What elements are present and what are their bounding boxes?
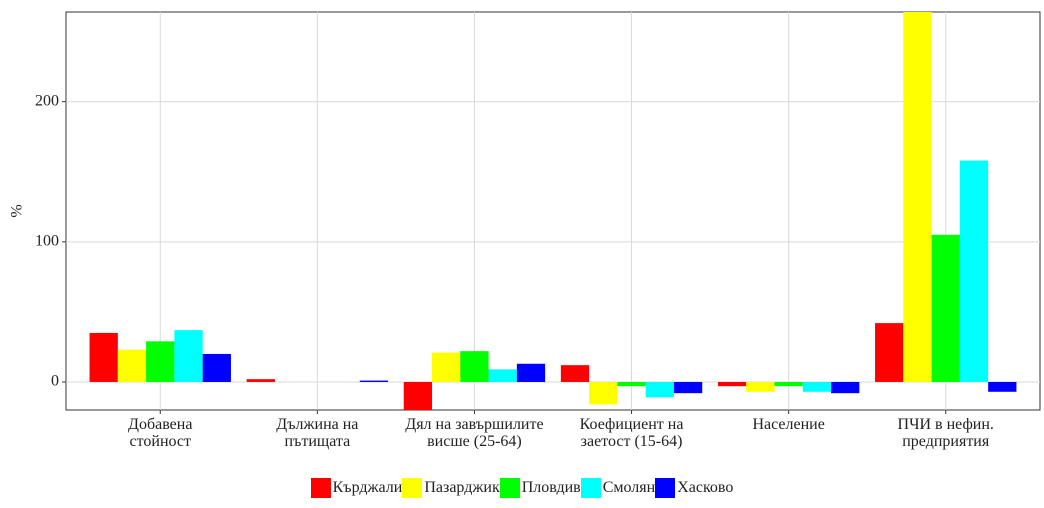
bar xyxy=(831,381,860,394)
bar xyxy=(516,363,546,382)
x-tick-label: Добавена стойност xyxy=(128,416,193,450)
x-tick-label: Коефициент на заетост (15-64) xyxy=(579,416,684,450)
legend-swatch xyxy=(402,478,423,498)
legend-item: Пазарджик xyxy=(402,478,500,498)
bar xyxy=(774,381,803,387)
bar xyxy=(875,323,904,382)
legend-swatch xyxy=(580,478,601,498)
y-axis-label: % xyxy=(9,204,26,217)
x-tick-label: ПЧИ в нефин. предприятия xyxy=(897,416,994,450)
bar xyxy=(988,381,1017,392)
bar xyxy=(246,379,275,382)
legend-swatch xyxy=(499,478,520,498)
bar xyxy=(645,381,674,398)
bar xyxy=(460,351,489,382)
bar xyxy=(488,369,517,382)
legend: Кърджали Пазарджик Пловдив Смолян Хасково xyxy=(0,478,1044,498)
bar xyxy=(560,365,590,382)
legend-label: Хасково xyxy=(677,479,734,496)
bar xyxy=(202,353,231,382)
bar xyxy=(673,381,703,394)
bar xyxy=(89,332,118,382)
bar xyxy=(802,381,832,392)
legend-label: Пазарджик xyxy=(424,479,500,496)
bar xyxy=(931,234,960,382)
legend-label: Смолян xyxy=(602,479,656,496)
bar xyxy=(617,381,646,387)
legend-label: Кърджали xyxy=(332,479,403,496)
legend-item: Хасково xyxy=(655,478,733,498)
legend-label: Пловдив xyxy=(521,479,581,496)
bar xyxy=(717,381,747,387)
bar xyxy=(359,380,389,382)
bar xyxy=(903,12,932,382)
legend-item: Смолян xyxy=(580,478,656,498)
y-tick-label: 100 xyxy=(35,233,59,250)
bars xyxy=(89,12,1017,410)
x-tick-label: Дял на завършилите висше (25-64) xyxy=(405,416,544,450)
chart: % 0 100 200 xyxy=(9,11,1041,414)
bar xyxy=(146,341,175,382)
bar xyxy=(174,330,203,382)
bar xyxy=(403,381,433,410)
bar xyxy=(589,381,618,405)
legend-item: Пловдив xyxy=(499,478,581,498)
y-tick-label: 0 xyxy=(51,373,59,390)
bar xyxy=(117,349,147,382)
legend-swatch xyxy=(310,478,331,498)
bar xyxy=(746,381,775,392)
x-tick-label: Дължина на пътищата xyxy=(276,416,359,450)
legend-item: Кърджали xyxy=(310,478,403,498)
bar xyxy=(432,352,461,382)
legend-swatch xyxy=(655,478,676,498)
y-tick-label: 200 xyxy=(35,92,59,109)
x-tick-label: Население xyxy=(752,416,825,433)
bar xyxy=(959,160,989,382)
